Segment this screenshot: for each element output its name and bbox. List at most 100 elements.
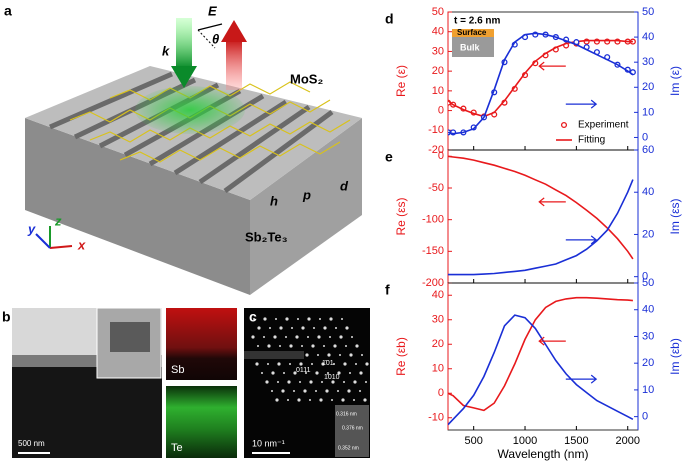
- spot: [355, 363, 357, 365]
- spot-index: 1̄010: [324, 374, 340, 381]
- panel-label: f: [385, 282, 390, 298]
- spot: [327, 353, 331, 357]
- spot: [309, 399, 311, 401]
- reflected-arrowhead: [221, 20, 247, 42]
- panel-label: b: [2, 309, 11, 325]
- y-tick-label: -200: [422, 277, 444, 289]
- data-line: [448, 39, 633, 118]
- spot: [273, 335, 277, 339]
- spot: [313, 327, 315, 329]
- spot-index: 0111: [296, 367, 311, 374]
- y-tick-label: 10: [432, 363, 444, 375]
- spot: [251, 335, 255, 339]
- label-mos2: MoS₂: [290, 71, 323, 86]
- spot: [347, 389, 351, 393]
- spot: [309, 380, 313, 384]
- spot: [337, 371, 341, 375]
- x-tick-label: 1500: [564, 435, 588, 447]
- spot: [333, 363, 335, 365]
- spot: [315, 371, 319, 375]
- spot: [311, 363, 313, 365]
- spot: [345, 326, 349, 330]
- spot: [353, 399, 355, 401]
- y2-tick-label: 0: [642, 131, 648, 143]
- spot: [335, 327, 337, 329]
- beam-stop: [244, 351, 304, 359]
- spot: [279, 345, 281, 347]
- y2-tick-label: 20: [642, 81, 654, 93]
- spot: [297, 318, 299, 320]
- spot: [285, 317, 289, 321]
- plot-area: [448, 155, 634, 276]
- y2-tick-label: 40: [642, 304, 654, 316]
- spot: [351, 336, 353, 338]
- x-tick-label: 500: [464, 435, 482, 447]
- spot: [331, 380, 335, 384]
- y-tick-label: -20: [428, 144, 444, 156]
- spot: [305, 353, 309, 357]
- incident-arrowhead: [171, 66, 197, 88]
- spot: [365, 381, 367, 383]
- spot: [257, 345, 259, 347]
- label-field: E: [208, 3, 217, 18]
- y2-tick-label: 40: [642, 186, 654, 198]
- field-vector: [197, 23, 223, 31]
- y2-tick-label: 40: [642, 31, 654, 43]
- scale-bar-label: 500 nm: [18, 439, 45, 448]
- spot: [329, 317, 333, 321]
- inset-thickness: t = 2.6 nm: [454, 16, 501, 27]
- spot: [277, 381, 279, 383]
- data-line: [448, 155, 634, 260]
- spot: [353, 380, 357, 384]
- panel-label: c: [249, 309, 257, 325]
- eds-map-te: [166, 386, 237, 458]
- data-line: [448, 296, 633, 412]
- spot: [349, 353, 353, 357]
- y-tick-label: 30: [432, 45, 444, 57]
- spot: [297, 398, 301, 402]
- spot: [315, 390, 317, 392]
- spot: [295, 335, 299, 339]
- spot: [341, 398, 345, 402]
- x-tick-label: 2000: [615, 435, 639, 447]
- grating-illustration: E θ k MoS₂ Sb₂Te₃ h p d z x y: [25, 3, 362, 295]
- y-tick-label: 20: [432, 65, 444, 77]
- spot: [305, 372, 307, 374]
- eds-label-sb: Sb: [171, 364, 184, 376]
- axis-arrow: [565, 374, 598, 384]
- angle-guide: [197, 29, 216, 49]
- spot: [267, 363, 269, 365]
- y-axis-label: Re (ε): [394, 65, 408, 97]
- incident-beam: [176, 18, 192, 68]
- y2-tick-label: 0: [642, 271, 648, 283]
- spot: [323, 326, 327, 330]
- spot: [303, 389, 307, 393]
- data-line: [448, 314, 634, 426]
- spot: [255, 362, 259, 366]
- spot-index: 1̄01: [322, 360, 334, 367]
- y2-axis-label: Im (εb): [668, 338, 682, 375]
- y-tick-label: -10: [428, 124, 444, 136]
- spot: [269, 327, 271, 329]
- spot: [263, 317, 267, 321]
- inset-surface: Surface: [457, 28, 487, 37]
- x-axis-label: Wavelength (nm): [498, 447, 589, 461]
- spot: [299, 362, 303, 366]
- spot: [299, 381, 301, 383]
- y2-tick-label: 30: [642, 56, 654, 68]
- y2-axis-label: Im (εs): [668, 198, 682, 234]
- spot: [331, 399, 333, 401]
- panel-label: e: [385, 149, 393, 165]
- inset-bulk: Bulk: [460, 42, 480, 52]
- spot: [267, 344, 271, 348]
- spot: [343, 362, 347, 366]
- data-line: [448, 179, 634, 276]
- spot: [321, 362, 325, 366]
- y-tick-label: 50: [432, 6, 444, 18]
- spot: [337, 390, 339, 392]
- spot: [293, 371, 297, 375]
- light-spot: [135, 86, 245, 134]
- axis-arrow: [538, 61, 566, 71]
- legend-label: Experiment: [578, 120, 629, 131]
